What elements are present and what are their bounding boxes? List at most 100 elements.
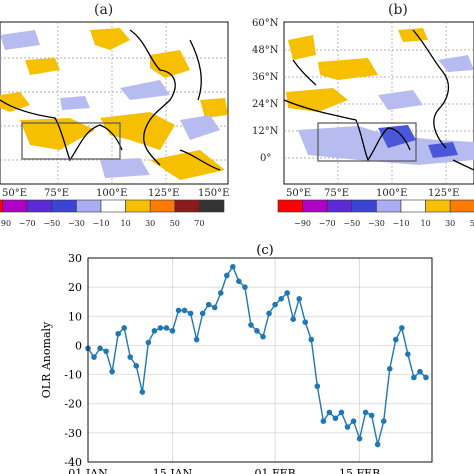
data-point [151,328,158,334]
data-point [332,415,339,422]
map-b-lon-tick-labels: 50°E 75°E 100°E 125°E [286,188,459,199]
map-panel-a: 50°E 75°E 100°E 125°E 150°E −90 −70 −50 −30… [0,21,229,228]
map-a-coastlines [0,29,221,171]
data-point [91,354,97,360]
colorbar-swatch [326,199,353,213]
data-point [314,383,321,390]
colorbar-tick-label: 30 [145,219,155,228]
panel-a-label: (a) [94,2,114,18]
map-a-lon-tick: 125°E [148,188,179,199]
data-point [296,296,303,302]
data-point [139,389,146,395]
map-b-lon-tick: 100°E [376,188,407,199]
data-point [97,345,103,352]
data-point [326,409,333,416]
data-point [121,325,128,331]
colorbar-tick-label: −50 [343,219,360,228]
data-point [163,325,170,331]
map-b-lat-tick: 36°N [252,72,279,83]
data-point [115,330,121,337]
data-point [374,441,381,448]
map-b-lon-tick: 75°E [324,188,349,199]
data-point [272,301,278,308]
colorbar-swatch [199,199,225,213]
data-point [423,374,429,381]
y-tick-label: 30 [68,252,82,265]
map-b-coastlines [283,29,474,171]
data-point [380,418,387,424]
colorbar-tick-label: −70 [319,219,336,228]
x-tick-label: 01 JAN [68,467,108,474]
data-point [103,348,109,355]
map-b-negative-anomalies [298,55,474,165]
colorbar-tick-label: −90 [0,219,11,228]
olr-series-line [87,265,427,445]
olr-anomaly-line-chart: (c) OLR Anomaly 30 20 10 0 -10 -20 -30 -40 01 J… [40,243,433,474]
data-point [193,336,200,343]
colorbar-swatch [2,199,28,213]
map-a-lon-tick: 75°E [44,188,69,199]
data-point [417,368,423,375]
map-b-lat-tick: 24°N [252,99,279,110]
y-tick-label: 20 [68,281,82,294]
colorbar-swatch [76,199,102,213]
map-a-lon-tick: 150°E [198,188,229,199]
map-b-lat-tick: 0° [260,153,271,164]
colorbar-swatch [425,199,451,213]
olr-series-points [85,263,429,448]
data-point [224,272,230,279]
data-point [362,409,369,416]
x-tick-labels: 01 JAN 15 JAN 01 FEB 15 FEB [68,467,380,474]
map-b-lon-tick: 50°E [286,188,311,199]
map-b-lat-tick: 48°N [252,45,279,56]
map-b-lat-tick-labels: 60°N 48°N 36°N 24°N 12°N 0° [252,18,279,164]
data-point [266,310,272,317]
data-point [290,316,296,322]
data-point [308,336,315,343]
data-point [187,310,194,317]
data-point [338,409,345,416]
data-point [411,374,417,381]
data-point [248,322,254,328]
colorbar-swatch [0,199,3,213]
colorbar-swatch [174,199,200,213]
y-tick-label: -40 [64,456,82,469]
colorbar-swatch [400,199,426,213]
map-b-study-box [317,122,417,162]
data-point [169,328,176,334]
colorbar-tick-label: 70 [194,219,204,228]
data-point [368,412,375,419]
map-a-lon-tick: 100°E [96,188,127,199]
data-point [133,363,140,369]
colorbar-tick-label: −30 [368,219,385,228]
x-tick-label: 01 FEB [254,467,295,474]
y-tick-label: 0 [75,339,82,352]
colorbar-swatch [277,199,303,213]
data-point [356,435,363,442]
map-panel-b: 60°N 48°N 36°N 24°N 12°N 0° 50°E 75°E 10… [252,18,474,228]
data-point [254,328,260,334]
colorbar-tick-label: 30 [445,219,455,228]
chart-title: (c) [256,243,273,258]
y-tick-label: -20 [64,398,82,411]
map-a-negative-anomalies [0,30,220,178]
colorbar-swatch [449,199,474,213]
colorbar-tick-label: 50 [170,219,180,228]
map-b-positive-anomalies [286,28,428,112]
data-point [217,290,224,296]
colorbar-swatch [125,199,151,213]
data-point [175,307,182,314]
map-b-lat-tick: 60°N [252,18,279,29]
data-point [211,304,218,311]
colorbar-a [0,199,225,213]
data-point [302,319,309,325]
map-a-positive-anomalies [0,28,228,180]
map-a-lon-tick-labels: 50°E 75°E 100°E 125°E 150°E [2,188,229,199]
colorbar-tick-label: −50 [43,219,60,228]
data-point [399,325,405,331]
y-tick-label: -10 [64,369,82,382]
data-point [242,284,248,290]
map-b-lon-tick: 125°E [428,188,459,199]
